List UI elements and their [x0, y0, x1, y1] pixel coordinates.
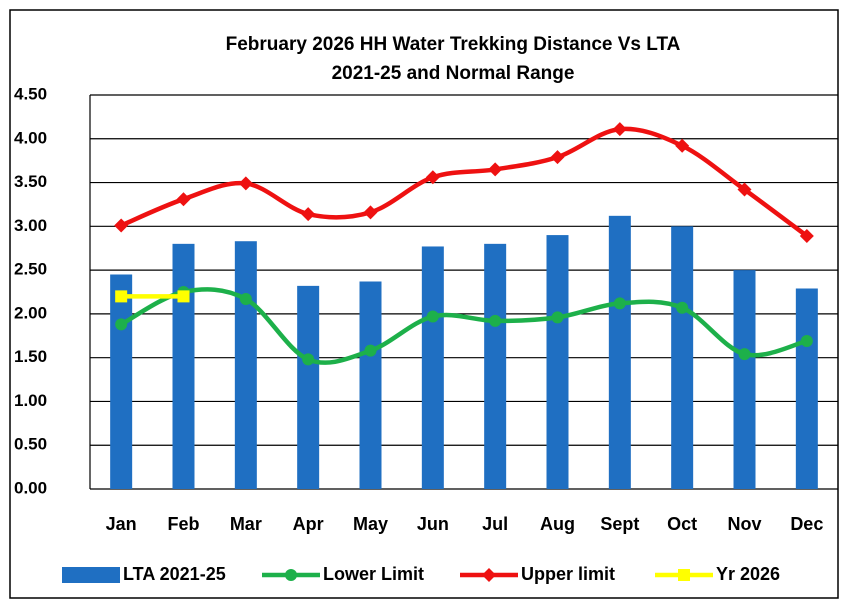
x-tick-label: May — [353, 514, 388, 534]
x-tick-label: Nov — [727, 514, 761, 534]
point — [676, 301, 689, 314]
point — [489, 314, 502, 327]
point — [177, 290, 190, 303]
point — [551, 311, 564, 324]
point — [550, 150, 565, 165]
point — [115, 290, 128, 303]
point — [799, 228, 814, 243]
bar — [172, 243, 195, 489]
y-tick-label: 2.00 — [14, 303, 47, 322]
y-tick-label: 4.00 — [14, 128, 47, 147]
point — [613, 297, 626, 310]
y-tick-label: 1.00 — [14, 391, 47, 410]
legend-label: LTA 2021-25 — [123, 564, 226, 584]
legend-label: Upper limit — [521, 564, 615, 584]
point — [738, 348, 751, 361]
bar — [484, 243, 507, 489]
point — [364, 344, 377, 357]
y-tick-label: 0.50 — [14, 435, 47, 454]
y-tick-label: 4.50 — [14, 84, 47, 103]
x-tick-label: Dec — [790, 514, 823, 534]
bar — [795, 288, 818, 489]
point — [238, 176, 253, 191]
point — [800, 335, 813, 348]
point — [488, 162, 503, 177]
y-tick-label: 2.50 — [14, 260, 47, 279]
legend-label: Lower Limit — [323, 564, 424, 584]
point — [426, 310, 439, 323]
line — [120, 126, 809, 238]
y-tick-label: 3.00 — [14, 216, 47, 235]
bar — [608, 215, 631, 489]
point — [302, 353, 315, 366]
bar — [297, 285, 320, 489]
bar — [110, 274, 133, 489]
x-tick-label: Apr — [293, 514, 324, 534]
y-tick-label: 0.00 — [14, 478, 47, 497]
point — [114, 218, 129, 233]
point — [176, 192, 191, 207]
x-tick-label: Jan — [106, 514, 137, 534]
x-tick-label: Aug — [540, 514, 575, 534]
bar — [234, 241, 257, 489]
bar — [421, 246, 444, 489]
y-tick-label: 1.50 — [14, 347, 47, 366]
y-tick-label: 3.50 — [14, 172, 47, 191]
bar — [546, 235, 569, 489]
bar — [671, 226, 694, 490]
point — [678, 569, 690, 581]
point — [675, 138, 690, 153]
x-tick-label: Oct — [667, 514, 697, 534]
point — [612, 122, 627, 137]
point — [482, 568, 496, 582]
x-tick-label: Sept — [600, 514, 639, 534]
point — [425, 170, 440, 185]
chart-title: February 2026 HH Water Trekking Distance… — [226, 34, 681, 55]
legend-label: Yr 2026 — [716, 564, 780, 584]
chart-title: 2021-25 and Normal Range — [332, 63, 575, 84]
x-tick-label: Feb — [167, 514, 199, 534]
x-tick-label: Mar — [230, 514, 262, 534]
x-tick-label: Jul — [482, 514, 508, 534]
point — [737, 182, 752, 197]
x-tick-label: Jun — [417, 514, 449, 534]
point — [239, 293, 252, 306]
bar — [359, 281, 382, 489]
point — [285, 569, 297, 581]
point — [115, 318, 128, 331]
legend-swatch — [62, 567, 120, 583]
bar — [733, 270, 756, 489]
point — [363, 205, 378, 220]
point — [301, 207, 316, 222]
